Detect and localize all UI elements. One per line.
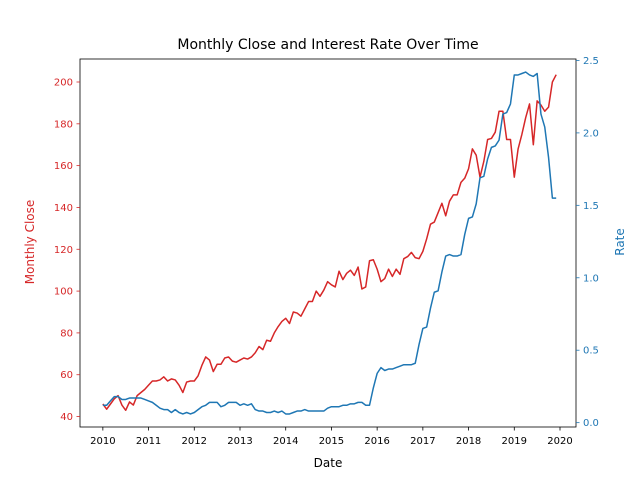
- chart-title: Monthly Close and Interest Rate Over Tim…: [177, 37, 478, 53]
- x-tick-label: 2011: [136, 436, 161, 447]
- x-tick-label: 2020: [547, 436, 572, 447]
- y-left-tick-label: 180: [54, 119, 73, 130]
- y-right-tick-label: 0.5: [583, 346, 599, 357]
- monthly-close-series-line: [102, 74, 557, 412]
- x-tick-label: 2018: [456, 436, 481, 447]
- y-left-tick-label: 40: [60, 412, 73, 423]
- y-right-tick-label: 1.5: [583, 201, 599, 212]
- rate-series-line: [102, 71, 557, 415]
- x-tick-label: 2013: [227, 436, 252, 447]
- y-left-tick-label: 100: [54, 287, 73, 298]
- y-left-tick-label: 60: [60, 370, 73, 381]
- x-tick-label: 2012: [182, 436, 207, 447]
- y-left-tick-label: 140: [54, 203, 73, 214]
- x-tick-label: 2019: [502, 436, 527, 447]
- y-left-tick-label: 120: [54, 245, 73, 256]
- x-tick-label: 2017: [410, 436, 435, 447]
- x-tick-label: 2014: [273, 436, 298, 447]
- y-right-tick-label: 1.0: [583, 273, 599, 284]
- y-axis-right-label: Rate: [613, 228, 627, 256]
- y-left-tick-label: 80: [60, 328, 73, 339]
- y-right-tick-label: 2.0: [583, 128, 599, 139]
- x-tick-label: 2010: [90, 436, 115, 447]
- x-axis-label: Date: [314, 456, 343, 470]
- chart-marks: 2010 2011 2012 2013 2014 2015 2016 2017 2018 2019…: [54, 56, 599, 447]
- y-left-tick-label: 200: [54, 78, 73, 89]
- y-left-tick-label: 160: [54, 161, 73, 172]
- x-tick-label: 2015: [319, 436, 344, 447]
- x-tick-label: 2016: [364, 436, 389, 447]
- y-axis-left-label: Monthly Close: [23, 200, 37, 285]
- y-right-tick-label: 2.5: [583, 56, 599, 67]
- plot-frame: [79, 58, 577, 428]
- y-right-tick-label: 0.0: [583, 418, 599, 429]
